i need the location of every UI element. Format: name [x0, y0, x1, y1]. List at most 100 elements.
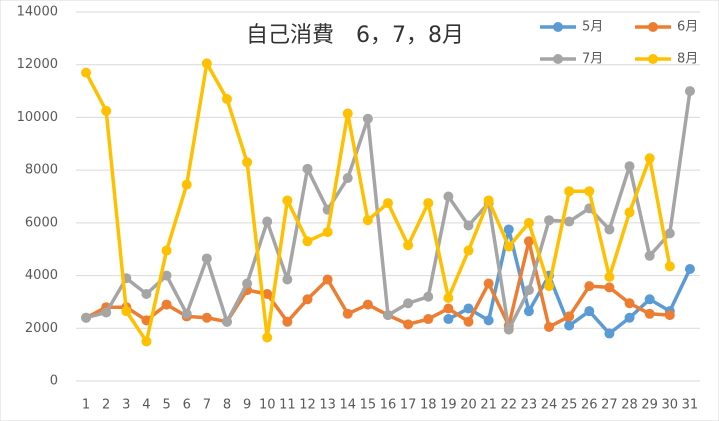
data-point — [362, 215, 373, 226]
x-tick-label: 8 — [223, 398, 231, 413]
y-tick-label: 6000 — [25, 215, 58, 230]
data-point — [503, 241, 514, 252]
data-point — [262, 289, 273, 300]
data-point — [403, 298, 414, 309]
data-point — [443, 191, 454, 202]
data-point — [342, 308, 353, 319]
data-point — [523, 236, 534, 247]
data-point — [121, 306, 132, 317]
y-tick-label: 2000 — [25, 321, 58, 336]
x-tick-label: 21 — [480, 398, 497, 413]
data-point — [383, 198, 393, 209]
y-tick-label: 14000 — [17, 5, 58, 20]
x-tick-label: 13 — [319, 398, 336, 413]
data-point — [383, 310, 393, 321]
data-point — [342, 108, 353, 119]
data-point — [423, 291, 434, 302]
data-point — [262, 332, 273, 343]
legend: 5月 6月 7月 8月 — [540, 20, 698, 67]
x-tick-label: 25 — [561, 398, 578, 413]
data-point — [443, 303, 454, 314]
data-point — [523, 285, 534, 296]
data-point — [403, 319, 414, 330]
data-point — [463, 220, 474, 231]
data-point — [161, 245, 172, 256]
data-point — [221, 93, 232, 104]
x-tick-label: 9 — [243, 398, 251, 413]
data-point — [564, 311, 575, 322]
y-tick-label: 0 — [50, 374, 58, 389]
y-tick-label: 12000 — [17, 57, 58, 72]
x-tick-label: 6 — [183, 398, 191, 413]
data-point — [282, 195, 293, 206]
x-tick-label: 18 — [420, 398, 437, 413]
data-point — [403, 240, 414, 251]
x-tick-label: 11 — [279, 398, 296, 413]
data-point — [644, 294, 655, 305]
x-tick-label: 26 — [581, 398, 598, 413]
legend-label: 6月 — [677, 20, 698, 35]
x-tick-label: 27 — [601, 398, 618, 413]
legend-label: 8月 — [677, 52, 698, 67]
x-tick-label: 28 — [621, 398, 638, 413]
data-point — [362, 299, 373, 310]
data-point — [544, 215, 555, 226]
data-point — [644, 308, 655, 319]
data-point — [463, 303, 474, 314]
legend-swatch-marker — [553, 54, 563, 64]
data-point — [262, 216, 273, 227]
data-point — [101, 307, 112, 318]
data-point — [604, 282, 615, 293]
y-tick-label: 4000 — [25, 268, 58, 283]
x-tick-label: 17 — [400, 398, 417, 413]
x-tick-label: 4 — [142, 398, 150, 413]
data-point — [141, 289, 152, 300]
data-point — [523, 306, 534, 317]
data-point — [282, 274, 293, 285]
x-tick-label: 19 — [440, 398, 457, 413]
data-point — [644, 153, 655, 164]
x-tick-label: 24 — [541, 398, 558, 413]
data-point — [624, 207, 635, 218]
data-point — [664, 261, 675, 272]
data-point — [201, 253, 212, 264]
data-point — [523, 217, 534, 228]
x-tick-label: 10 — [259, 398, 276, 413]
data-point — [362, 113, 373, 124]
data-point — [161, 299, 172, 310]
data-point — [242, 157, 253, 168]
data-point — [584, 281, 595, 292]
data-point — [322, 227, 333, 238]
x-tick-label: 20 — [460, 398, 477, 413]
data-point — [483, 315, 494, 326]
x-tick-label: 30 — [662, 398, 679, 413]
data-point — [684, 86, 695, 97]
data-point — [604, 271, 615, 282]
x-tick-label: 2 — [102, 398, 110, 413]
data-point — [302, 294, 313, 305]
data-point — [141, 336, 152, 347]
data-point — [503, 324, 514, 335]
x-tick-label: 7 — [203, 398, 211, 413]
data-point — [584, 186, 595, 197]
data-point — [624, 298, 635, 309]
x-tick-label: 12 — [299, 398, 316, 413]
x-tick-label: 15 — [360, 398, 377, 413]
data-point — [443, 292, 454, 303]
data-point — [81, 67, 92, 78]
legend-swatch-marker — [553, 22, 563, 32]
data-point — [584, 306, 595, 317]
x-tick-label: 14 — [339, 398, 356, 413]
x-tick-label: 3 — [122, 398, 130, 413]
data-point — [544, 321, 555, 332]
data-point — [624, 312, 635, 323]
data-point — [644, 250, 655, 261]
data-point — [664, 228, 675, 239]
data-point — [684, 263, 695, 274]
data-point — [423, 314, 434, 325]
data-point — [81, 312, 92, 323]
data-point — [242, 278, 253, 289]
chart-title: 自己消費 6，7，8月 — [246, 23, 464, 48]
